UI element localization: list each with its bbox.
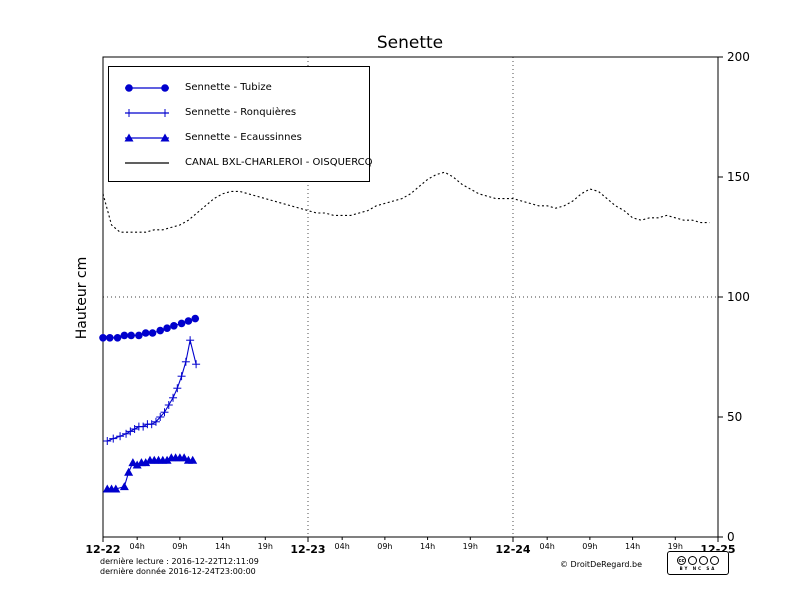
- circle-marker: [120, 331, 129, 340]
- triangle-marker: [188, 455, 198, 464]
- cc-logo-icon: cc: [677, 555, 686, 565]
- x-major-tick-label: 12-22: [85, 543, 120, 556]
- y-tick-label: 50: [727, 410, 742, 424]
- circle-marker: [163, 324, 171, 333]
- x-minor-tick-label: 09h: [377, 542, 392, 551]
- triangle-marker: [141, 458, 151, 467]
- copyright-text: © DroitDeRegard.be: [560, 560, 643, 569]
- circle-marker: [141, 329, 150, 337]
- circle-marker: [125, 83, 133, 92]
- y-tick-label: 150: [727, 170, 750, 184]
- circle-marker: [99, 334, 107, 342]
- circle-marker: [184, 317, 193, 325]
- circle-marker: [135, 331, 143, 340]
- triangle-marker: [160, 133, 170, 141]
- y-tick-label: 100: [727, 290, 750, 304]
- cc-by-icon: [688, 555, 697, 565]
- legend-marker-line-icon: [125, 161, 169, 164]
- legend-label: Sennette - Tubize: [185, 82, 272, 93]
- last-reading-text: dernière lecture : 2016-12-22T12:11:09: [100, 557, 259, 566]
- series-line-canal: [102, 171, 710, 233]
- cc-icon-row: cc: [677, 555, 719, 565]
- legend: Sennette - Tubize Sennette - Ronquières …: [108, 66, 373, 182]
- circle-marker: [156, 326, 165, 335]
- legend-label: CANAL BXL-CHARLEROI - OISQUERCQ: [185, 157, 373, 168]
- triangle-marker: [119, 482, 129, 491]
- x-minor-tick-label: 09h: [582, 542, 597, 551]
- x-major-tick-label: 12-23: [290, 543, 325, 556]
- circle-marker: [148, 329, 157, 337]
- x-minor-tick-label: 04h: [130, 542, 145, 551]
- triangle-marker: [124, 467, 134, 476]
- y-tick-label: 200: [727, 50, 750, 64]
- legend-item: Sennette - Ecaussinnes: [109, 125, 369, 150]
- circle-marker: [127, 331, 135, 340]
- x-minor-tick-label: 19h: [463, 542, 478, 551]
- x-minor-tick-label: 19h: [258, 542, 273, 551]
- y-tick-label: 0: [727, 530, 735, 544]
- cc-license-badge[interactable]: cc BY NC SA: [667, 551, 729, 575]
- cc-license-labels: BY NC SA: [679, 565, 717, 571]
- circle-marker: [191, 314, 200, 323]
- x-minor-tick-label: 19h: [668, 542, 683, 551]
- legend-marker-circle-icon: [125, 83, 169, 92]
- legend-item: Sennette - Tubize: [109, 75, 369, 100]
- legend-item: Sennette - Ronquières: [109, 100, 369, 125]
- x-minor-tick-label: 04h: [335, 542, 350, 551]
- circle-marker: [177, 319, 186, 328]
- legend-label: Sennette - Ecaussinnes: [185, 132, 302, 143]
- x-minor-tick-label: 14h: [625, 542, 640, 551]
- cc-nc-icon: [699, 555, 708, 565]
- legend-label: Sennette - Ronquières: [185, 107, 297, 118]
- x-major-tick-label: 12-24: [495, 543, 531, 556]
- last-data-text: dernière donnée 2016-12-24T23:00:00: [100, 567, 256, 576]
- circle-marker: [106, 334, 114, 342]
- triangle-marker: [111, 484, 121, 493]
- legend-marker-triangle-icon: [124, 133, 170, 141]
- circle-marker: [170, 322, 178, 330]
- circle-marker: [113, 334, 122, 342]
- chart-title: Senette: [376, 33, 444, 53]
- triangle-marker: [162, 455, 172, 464]
- x-minor-tick-label: 09h: [172, 542, 187, 551]
- x-minor-tick-label: 14h: [215, 542, 230, 551]
- x-minor-tick-label: 04h: [540, 542, 555, 551]
- legend-marker-plus-icon: [125, 108, 169, 117]
- x-minor-tick-label: 14h: [420, 542, 435, 551]
- y-axis-label: Hauteur cm: [74, 256, 90, 340]
- cc-sa-icon: [710, 555, 719, 565]
- triangle-marker: [124, 133, 134, 141]
- triangle-marker: [132, 460, 142, 469]
- legend-item: CANAL BXL-CHARLEROI - OISQUERCQ: [109, 150, 373, 175]
- circle-marker: [161, 83, 169, 92]
